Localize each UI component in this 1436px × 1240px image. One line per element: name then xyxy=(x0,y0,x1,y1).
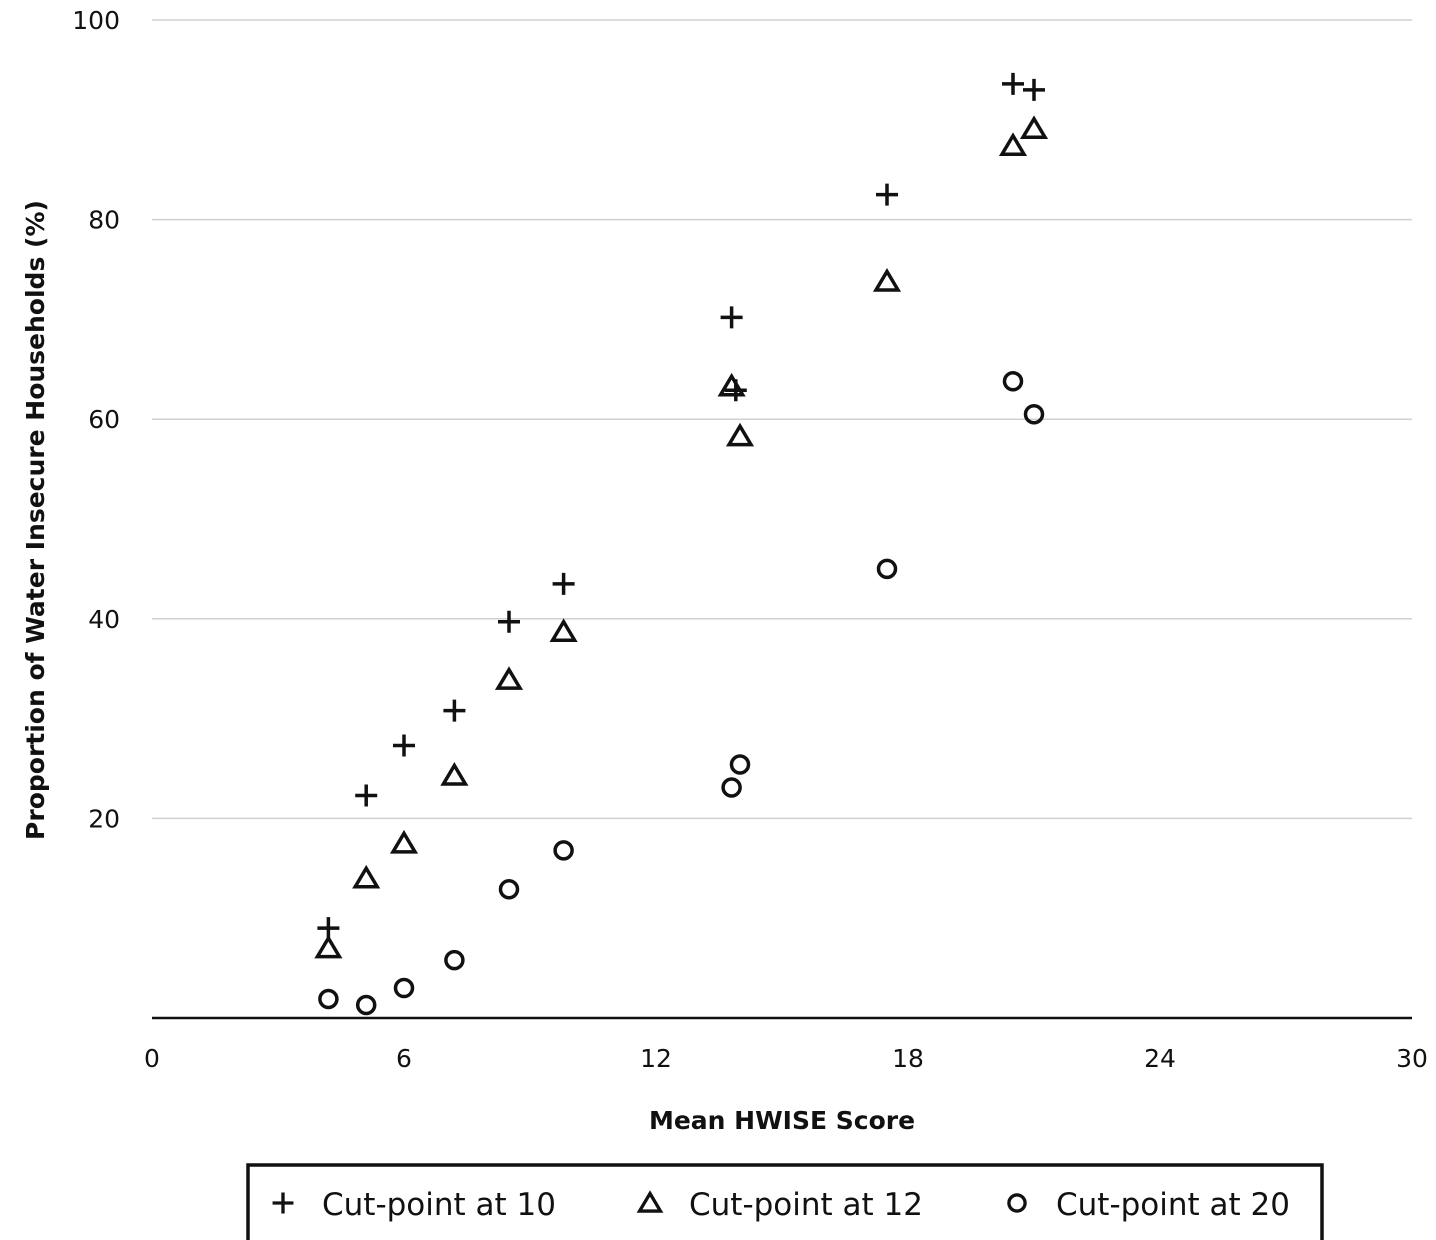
triangle-marker xyxy=(998,132,1028,156)
legend-box xyxy=(246,1163,1324,1240)
plus-marker xyxy=(720,306,743,329)
legend-label: Cut-point at 12 xyxy=(689,1187,923,1223)
circle-marker xyxy=(876,558,898,580)
legend-circle-icon xyxy=(1007,1193,1027,1213)
triangle-marker xyxy=(352,864,381,889)
y-tick-label: 20 xyxy=(88,804,120,833)
plus-marker xyxy=(498,610,520,633)
triangle-marker xyxy=(440,762,469,786)
circle-marker xyxy=(318,988,339,1010)
triangle-marker xyxy=(314,934,343,959)
y-axis-title: Proportion of Water Insecure Households … xyxy=(21,200,50,840)
x-tick-label: 0 xyxy=(144,1044,160,1073)
plus-marker xyxy=(393,734,415,757)
legend: Cut-point at 10 Cut-point at 12 Cut-point … xyxy=(246,1163,1324,1240)
y-tick-label: 40 xyxy=(88,605,120,634)
legend-triangle-icon xyxy=(636,1190,664,1213)
circle-marker xyxy=(444,949,465,971)
data-markers xyxy=(314,72,1049,1016)
plus-marker xyxy=(552,572,575,595)
legend-item: Cut-point at 12 xyxy=(636,1187,923,1223)
triangle-marker xyxy=(389,829,419,854)
gridlines xyxy=(152,19,1412,820)
circle-marker xyxy=(729,754,751,775)
circle-marker xyxy=(1002,371,1024,392)
triangle-marker xyxy=(549,618,578,643)
triangle-marker xyxy=(872,268,902,292)
circle-marker xyxy=(721,777,742,798)
legend-items: Cut-point at 10 Cut-point at 12 Cut-point … xyxy=(272,1187,1290,1223)
plus-marker xyxy=(876,183,898,206)
x-tick-label: 18 xyxy=(892,1044,924,1073)
circle-marker xyxy=(498,879,520,900)
legend-item: Cut-point at 10 xyxy=(272,1187,556,1223)
circle-marker xyxy=(553,840,574,861)
y-tick-labels: 20 40 60 80 100 xyxy=(72,6,120,833)
y-tick-label: 80 xyxy=(88,206,120,235)
x-tick-labels: 0 6 12 18 24 30 xyxy=(144,1044,1428,1073)
plus-marker xyxy=(355,784,378,807)
x-tick-label: 30 xyxy=(1396,1044,1428,1073)
x-tick-label: 24 xyxy=(1144,1044,1176,1073)
circle-marker xyxy=(355,994,377,1016)
triangle-marker xyxy=(1019,115,1049,140)
x-axis-title: Mean HWISE Score xyxy=(649,1106,915,1135)
legend-label: Cut-point at 10 xyxy=(322,1187,556,1223)
plus-marker xyxy=(443,699,466,722)
triangle-marker xyxy=(725,422,755,447)
triangle-marker xyxy=(717,372,746,397)
y-tick-label: 100 xyxy=(72,6,120,35)
legend-label: Cut-point at 20 xyxy=(1056,1187,1290,1223)
circle-marker xyxy=(1023,403,1045,425)
legend-item: Cut-point at 20 xyxy=(1007,1187,1290,1223)
legend-plus-icon xyxy=(272,1192,294,1214)
x-tick-label: 6 xyxy=(396,1044,412,1073)
circle-marker xyxy=(393,977,415,999)
plus-marker xyxy=(1002,72,1024,95)
y-tick-label: 60 xyxy=(88,405,120,434)
triangle-marker xyxy=(494,666,524,690)
x-tick-label: 12 xyxy=(640,1044,672,1073)
plus-marker xyxy=(1023,78,1045,101)
